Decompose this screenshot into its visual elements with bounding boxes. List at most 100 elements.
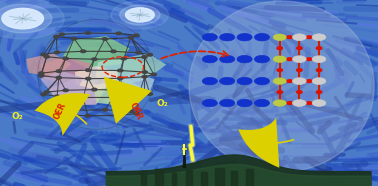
Circle shape (116, 114, 121, 117)
Circle shape (0, 0, 64, 39)
Circle shape (312, 78, 326, 84)
Circle shape (92, 88, 97, 91)
Bar (172, 173, 176, 186)
Circle shape (220, 33, 235, 41)
Circle shape (293, 78, 306, 84)
Circle shape (54, 111, 59, 113)
Circle shape (2, 8, 43, 29)
Polygon shape (121, 54, 166, 76)
FancyArrowPatch shape (35, 93, 90, 136)
Circle shape (254, 77, 270, 85)
Circle shape (273, 56, 286, 62)
Circle shape (273, 34, 286, 40)
Circle shape (297, 69, 302, 71)
Bar (231, 171, 237, 186)
FancyArrowPatch shape (239, 118, 294, 168)
Circle shape (273, 78, 286, 84)
Circle shape (71, 37, 77, 40)
Circle shape (202, 55, 217, 63)
Circle shape (312, 100, 326, 106)
Circle shape (287, 102, 292, 104)
Text: O₂: O₂ (156, 99, 169, 108)
Circle shape (277, 47, 282, 49)
Circle shape (297, 91, 302, 93)
Bar (215, 168, 224, 186)
Circle shape (220, 77, 235, 85)
Circle shape (81, 96, 86, 99)
Circle shape (56, 70, 62, 73)
Circle shape (121, 89, 126, 92)
Circle shape (254, 99, 270, 107)
Polygon shape (41, 57, 91, 85)
Circle shape (293, 56, 306, 62)
Circle shape (59, 113, 65, 116)
Circle shape (316, 91, 322, 93)
Circle shape (54, 95, 60, 98)
Circle shape (85, 115, 90, 117)
Circle shape (134, 112, 139, 115)
Circle shape (293, 34, 306, 41)
Circle shape (147, 53, 153, 56)
Polygon shape (96, 56, 150, 86)
Circle shape (85, 77, 91, 80)
Circle shape (287, 58, 292, 60)
Circle shape (54, 35, 59, 38)
Circle shape (307, 80, 312, 82)
Circle shape (128, 36, 133, 39)
Circle shape (312, 56, 326, 62)
Circle shape (134, 34, 139, 37)
Circle shape (59, 33, 65, 36)
Circle shape (316, 69, 322, 71)
Circle shape (136, 51, 141, 54)
Circle shape (297, 47, 302, 49)
Ellipse shape (189, 1, 374, 172)
Circle shape (316, 47, 322, 49)
Circle shape (293, 100, 306, 106)
Circle shape (111, 50, 116, 53)
Bar (155, 169, 163, 186)
Circle shape (151, 73, 156, 76)
Circle shape (147, 93, 153, 95)
Circle shape (81, 50, 86, 53)
Circle shape (116, 32, 121, 35)
Circle shape (0, 4, 52, 33)
Circle shape (142, 76, 147, 78)
Circle shape (118, 77, 123, 80)
Circle shape (121, 57, 126, 60)
Circle shape (220, 55, 235, 63)
Circle shape (237, 55, 252, 63)
Circle shape (307, 58, 312, 60)
Circle shape (44, 55, 49, 58)
Circle shape (63, 57, 68, 60)
Circle shape (254, 55, 270, 63)
Circle shape (39, 74, 44, 77)
Polygon shape (48, 78, 106, 105)
Circle shape (120, 5, 160, 25)
Polygon shape (112, 73, 155, 93)
Circle shape (287, 80, 292, 82)
Polygon shape (75, 66, 118, 90)
Circle shape (237, 33, 252, 41)
Circle shape (136, 95, 141, 97)
Bar (186, 170, 192, 186)
Circle shape (44, 91, 49, 93)
Text: OER: OER (53, 101, 68, 121)
Text: O₂: O₂ (11, 112, 23, 121)
FancyArrowPatch shape (104, 77, 152, 124)
Text: H₂O: H₂O (96, 124, 123, 137)
Circle shape (202, 77, 217, 85)
Circle shape (85, 32, 90, 34)
Circle shape (102, 38, 108, 40)
Circle shape (92, 58, 97, 60)
Circle shape (254, 33, 270, 41)
Circle shape (128, 110, 133, 113)
Polygon shape (26, 53, 72, 76)
Circle shape (39, 72, 44, 74)
Polygon shape (183, 145, 186, 167)
Polygon shape (40, 71, 84, 91)
Circle shape (85, 69, 91, 71)
Bar (246, 169, 253, 186)
Polygon shape (93, 78, 149, 107)
Circle shape (102, 108, 108, 111)
Circle shape (273, 100, 286, 106)
